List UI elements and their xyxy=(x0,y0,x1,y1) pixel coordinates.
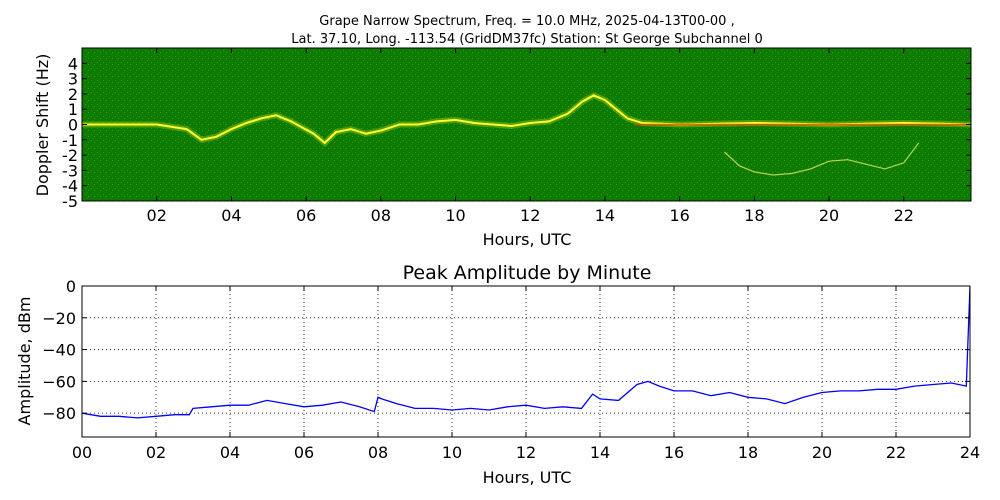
spectrum-ytick-label: -5 xyxy=(62,192,78,211)
amplitude-background xyxy=(82,286,970,437)
amplitude-xtick-label: 18 xyxy=(738,443,758,462)
amplitude-ytick-label: −40 xyxy=(42,341,76,360)
spectrum-title-line1: Grape Narrow Spectrum, Freq. = 10.0 MHz,… xyxy=(319,14,734,29)
spectrum-plot xyxy=(81,47,972,202)
spectrum-xtick-label: 16 xyxy=(669,206,689,225)
amplitude-xtick-label: 20 xyxy=(812,443,832,462)
amplitude-xtick-label: 22 xyxy=(886,443,906,462)
spectrum-ytick-label: 3 xyxy=(68,70,78,89)
amplitude-xtick-label: 12 xyxy=(516,443,536,462)
amplitude-ylabel: Amplitude, dBm xyxy=(15,297,34,426)
amplitude-xtick-label: 00 xyxy=(72,443,92,462)
spectrum-title-line2: Lat. 37.10, Long. -113.54 (GridDM37fc) S… xyxy=(291,32,762,47)
amplitude-xtick-label: 10 xyxy=(442,443,462,462)
spectrum-ytick-label: 2 xyxy=(68,85,78,104)
spectrum-secondary-trace xyxy=(724,142,920,176)
spectrum-ytick-label: -3 xyxy=(62,161,78,180)
spectrum-ytick-label: -4 xyxy=(62,177,78,196)
spectrum-xtick-label: 10 xyxy=(445,206,465,225)
spectrum-xlabel: Hours, UTC xyxy=(483,230,572,249)
amplitude-ytick-label: −60 xyxy=(42,372,76,391)
spectrum-xtick-label: 08 xyxy=(371,206,391,225)
amplitude-xtick-label: 24 xyxy=(960,443,980,462)
spectrum-ytick-label: 1 xyxy=(68,100,78,119)
spectrum-xtick-label: 14 xyxy=(595,206,615,225)
amplitude-title: Peak Amplitude by Minute xyxy=(403,262,652,284)
spectrum-xtick-label: 04 xyxy=(221,206,241,225)
spectrum-ytick-label: -2 xyxy=(62,146,78,165)
spectrum-ytick-label: -1 xyxy=(62,131,78,150)
spectrum-xtick-label: 06 xyxy=(296,206,316,225)
amplitude-xtick-label: 02 xyxy=(146,443,166,462)
spectrum-main-trace xyxy=(82,94,971,145)
spectrum-xtick-label: 22 xyxy=(894,206,914,225)
spectrum-xtick-label: 18 xyxy=(744,206,764,225)
amplitude-xtick-label: 08 xyxy=(368,443,388,462)
amplitude-ytick-label: 0 xyxy=(66,277,76,296)
amplitude-ytick-label: −20 xyxy=(42,309,76,328)
amplitude-xtick-label: 06 xyxy=(294,443,314,462)
amplitude-plot xyxy=(81,285,971,438)
amplitude-xtick-label: 14 xyxy=(590,443,610,462)
amplitude-xlabel: Hours, UTC xyxy=(483,468,572,487)
amplitude-series-line xyxy=(82,286,970,419)
spectrum-ytick-label: 4 xyxy=(68,54,78,73)
amplitude-xtick-label: 16 xyxy=(664,443,684,462)
amplitude-ytick-label: −80 xyxy=(42,404,76,423)
amplitude-xtick-label: 04 xyxy=(220,443,240,462)
spectrum-ylabel: Doppler Shift (Hz) xyxy=(33,54,52,197)
spectrum-xtick-label: 12 xyxy=(520,206,540,225)
spectrum-xtick-label: 20 xyxy=(819,206,839,225)
spectrum-xtick-label: 02 xyxy=(147,206,167,225)
spectrum-ytick-label: 0 xyxy=(68,116,78,135)
